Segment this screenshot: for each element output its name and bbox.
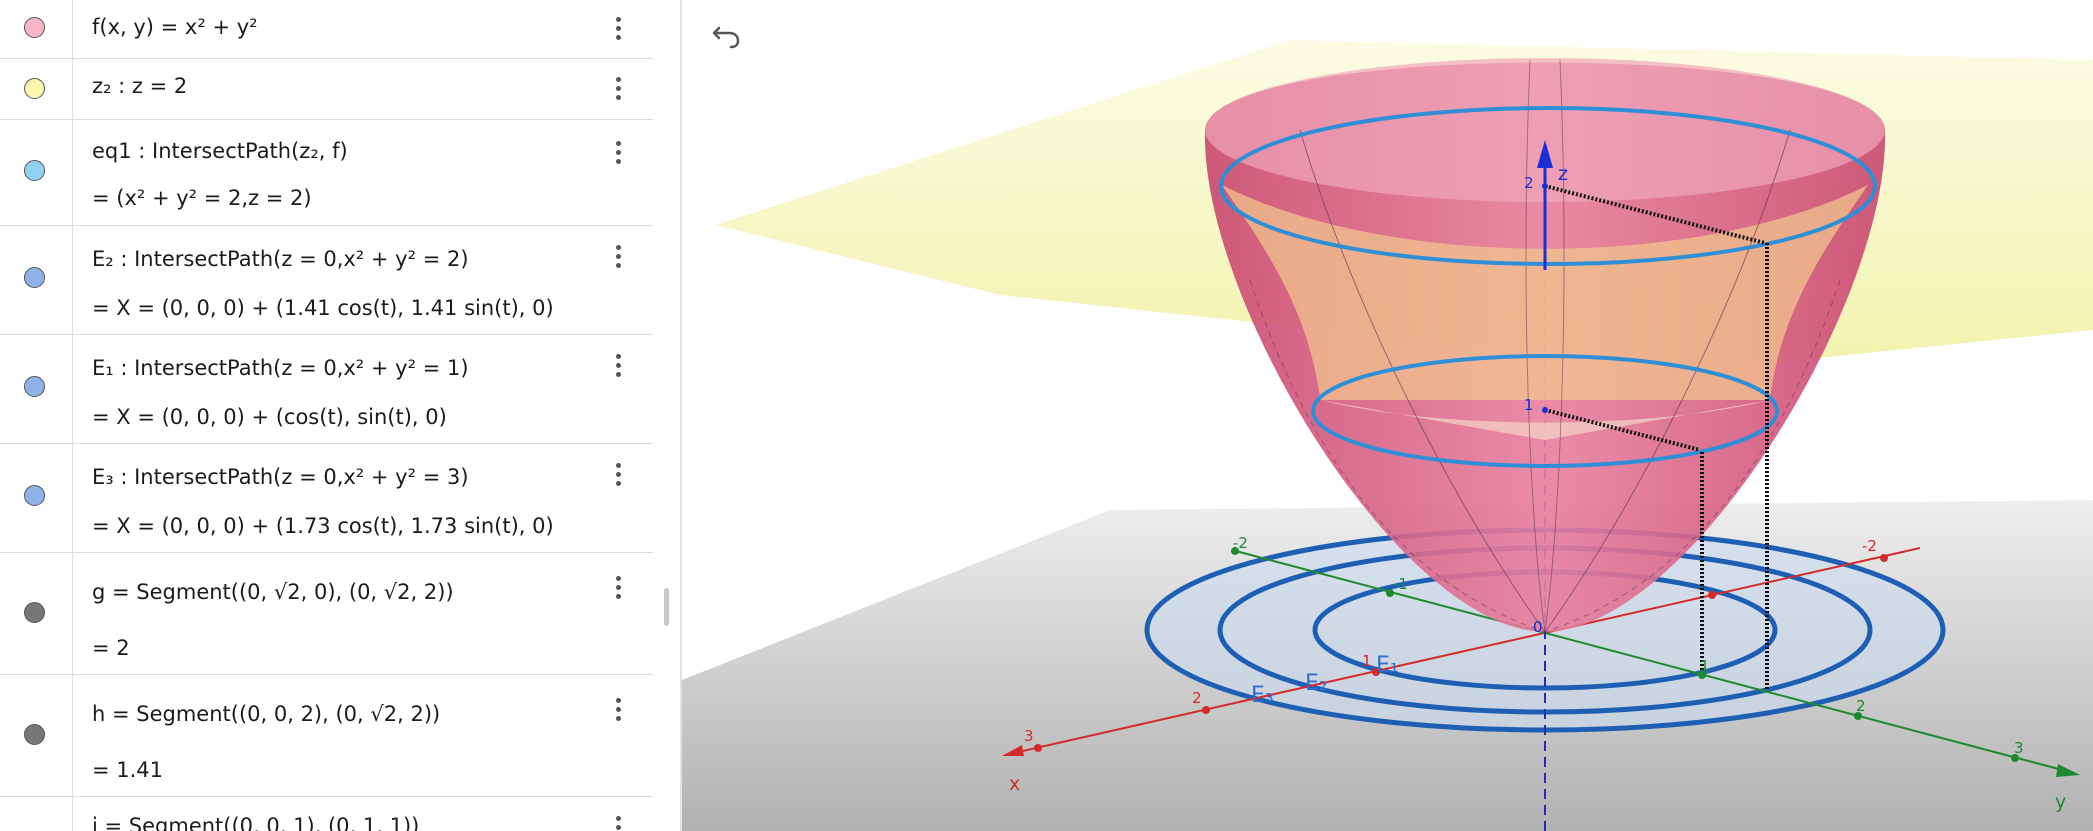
y-tick-neg2: -2: [1233, 534, 1248, 552]
visibility-toggle-h[interactable]: [24, 724, 45, 745]
more-menu-icon[interactable]: [613, 139, 623, 167]
definition-f[interactable]: f(x, y) = x² + y²: [92, 15, 258, 39]
y-tick-2: 2: [1856, 697, 1866, 715]
algebra-view: f(x, y) = x² + y² z₂ : z = 2 eq1 : Inter…: [0, 0, 682, 831]
undo-icon[interactable]: [711, 22, 743, 50]
intersection-circle-z1: [1311, 354, 1779, 468]
definition-E3[interactable]: E₃ : IntersectPath(z = 0,x² + y² = 3): [92, 465, 469, 489]
algebra-item-h[interactable]: h = Segment((0, 0, 2), (0, √2, 2)) = 1.4…: [0, 674, 653, 797]
definition-i[interactable]: i = Segment((0, 0, 1), (0, 1, 1)): [92, 814, 420, 831]
value-E1: = X = (0, 0, 0) + (cos(t), sin(t), 0): [92, 405, 447, 429]
more-menu-icon[interactable]: [613, 814, 623, 831]
definition-eq1[interactable]: eq1 : IntersectPath(z₂, f): [92, 139, 348, 163]
definition-z2[interactable]: z₂ : z = 2: [92, 74, 188, 98]
definition-E1[interactable]: E₁ : IntersectPath(z = 0,x² + y² = 1): [92, 356, 469, 380]
value-g: = 2: [92, 636, 130, 660]
intersection-circle-z2: [1219, 106, 1877, 266]
algebra-item-E2[interactable]: E₂ : IntersectPath(z = 0,x² + y² = 2) = …: [0, 225, 653, 335]
z-tick-1: 1: [1524, 396, 1534, 414]
visibility-toggle-f[interactable]: [24, 17, 45, 38]
definition-E2[interactable]: E₂ : IntersectPath(z = 0,x² + y² = 2): [92, 247, 469, 271]
marble-column: [0, 552, 73, 674]
scrollbar-handle[interactable]: [664, 588, 669, 626]
segment-i: [1544, 408, 1701, 452]
y-tick-3: 3: [2014, 739, 2024, 757]
more-menu-icon[interactable]: [613, 15, 623, 43]
marble-column: [0, 334, 73, 443]
algebra-item-f[interactable]: f(x, y) = x² + y²: [0, 0, 653, 59]
algebra-item-z2[interactable]: z₂ : z = 2: [0, 58, 653, 120]
x-axis-label: x: [1009, 773, 1020, 795]
label-E3: E₃: [1251, 683, 1274, 708]
visibility-toggle-E1[interactable]: [24, 376, 45, 397]
segment-h: [1544, 184, 1766, 245]
definition-g[interactable]: g = Segment((0, √2, 0), (0, √2, 2)): [92, 580, 454, 604]
value-E2: = X = (0, 0, 0) + (1.41 cos(t), 1.41 sin…: [92, 296, 554, 320]
visibility-toggle-eq1[interactable]: [24, 160, 45, 181]
y-axis: [1231, 549, 2071, 773]
marble-column: [0, 119, 73, 225]
more-menu-icon[interactable]: [613, 243, 623, 271]
more-menu-icon[interactable]: [613, 352, 623, 380]
y-axis-label: y: [2055, 791, 2066, 813]
algebra-item-g[interactable]: g = Segment((0, √2, 0), (0, √2, 2)) = 2: [0, 552, 653, 675]
algebra-item-E1[interactable]: E₁ : IntersectPath(z = 0,x² + y² = 1) = …: [0, 334, 653, 444]
label-E1: E₁: [1376, 653, 1399, 678]
visibility-toggle-z2[interactable]: [24, 78, 45, 99]
marble-column: [0, 0, 73, 58]
x-tick-3: 3: [1024, 727, 1034, 745]
y-tick-neg1: -1: [1393, 575, 1408, 593]
marble-column: [0, 225, 73, 334]
marble-column: [0, 443, 73, 552]
y-arrow-icon: [2056, 764, 2080, 777]
z-tick-0: 0: [1533, 618, 1543, 636]
more-menu-icon[interactable]: [613, 574, 623, 602]
more-menu-icon[interactable]: [613, 75, 623, 103]
x-arrow-icon: [1002, 745, 1024, 756]
x-tick-1: 1: [1362, 652, 1372, 670]
z-tick-2: 2: [1524, 174, 1534, 192]
x-tick-neg2: -2: [1862, 537, 1877, 555]
label-E2: E₂: [1305, 671, 1328, 696]
marble-column: [0, 674, 73, 796]
x-tick-2: 2: [1192, 689, 1202, 707]
z-axis-label: z: [1558, 163, 1568, 185]
axis-points: [1034, 183, 2019, 762]
more-menu-icon[interactable]: [613, 696, 623, 724]
more-menu-icon[interactable]: [613, 461, 623, 489]
value-h: = 1.41: [92, 758, 164, 782]
value-eq1: = (x² + y² = 2,z = 2): [92, 186, 312, 210]
algebra-item-i[interactable]: i = Segment((0, 0, 1), (0, 1, 1)): [0, 796, 653, 831]
segments: [1544, 184, 1769, 690]
marble-column: [0, 58, 73, 119]
y-tick-1: 1: [1700, 657, 1710, 675]
visibility-toggle-g[interactable]: [24, 602, 45, 623]
algebra-item-E3[interactable]: E₃ : IntersectPath(z = 0,x² + y² = 3) = …: [0, 443, 653, 553]
algebra-item-eq1[interactable]: eq1 : IntersectPath(z₂, f) = (x² + y² = …: [0, 119, 653, 226]
visibility-toggle-E2[interactable]: [24, 267, 45, 288]
definition-h[interactable]: h = Segment((0, 0, 2), (0, √2, 2)): [92, 702, 441, 726]
paraboloid-surface: [1204, 58, 1886, 633]
x-axis: [1004, 547, 1921, 756]
value-E3: = X = (0, 0, 0) + (1.73 cos(t), 1.73 sin…: [92, 514, 554, 538]
visibility-toggle-E3[interactable]: [24, 485, 45, 506]
graphics-3d-view[interactable]: 3 2 1 -2 -2 -1 1 2 3 2 1 0 x y z E₃ E₂ E…: [682, 0, 2093, 831]
marble-column: [0, 796, 73, 831]
z-arrow-icon: [1537, 140, 1553, 168]
